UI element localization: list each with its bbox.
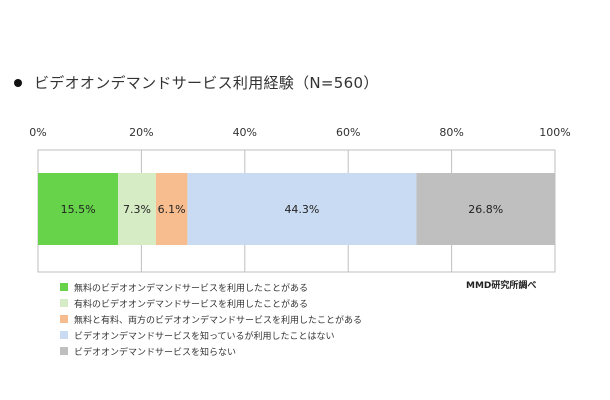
tick-label: 100% (539, 126, 570, 139)
legend-item: ビデオオンデマンドサービスを知っているが利用したことはない (60, 327, 362, 343)
legend-item: 無料と有料、両方のビデオオンデマンドサービスを利用したことがある (60, 311, 362, 327)
data-label: 6.1% (158, 203, 186, 216)
legend-item: 有料のビデオオンデマンドサービスを利用したことがある (60, 295, 362, 311)
bullet-icon (14, 78, 22, 87)
chart-title-row: ビデオオンデマンドサービス利用経験（N=560） (14, 72, 379, 93)
bar-segment (416, 173, 555, 245)
legend-swatch (60, 347, 68, 355)
tick-label: 20% (129, 126, 153, 139)
legend-swatch (60, 315, 68, 323)
chart-title: ビデオオンデマンドサービス利用経験（N=560） (34, 74, 379, 92)
legend-label: ビデオオンデマンドサービスを知らない (74, 347, 237, 358)
legend-swatch (60, 299, 68, 307)
bar-segment (187, 173, 417, 245)
data-label: 26.8% (468, 203, 503, 216)
bar-segment (38, 173, 119, 245)
legend-label: 無料と有料、両方のビデオオンデマンドサービスを利用したことがある (74, 315, 363, 326)
legend-label: 無料のビデオオンデマンドサービスを利用したことがある (74, 283, 309, 294)
legend-item: 無料のビデオオンデマンドサービスを利用したことがある (60, 279, 362, 295)
bar-segment (155, 173, 188, 245)
source-credit: MMD研究所調べ (466, 281, 537, 291)
tick-label: 60% (336, 126, 360, 139)
data-label: 7.3% (123, 203, 151, 216)
tick-label: 40% (233, 126, 257, 139)
legend-swatch (60, 331, 68, 339)
bar-segment (118, 173, 156, 245)
legend-swatch (60, 283, 68, 291)
data-label: 15.5% (61, 203, 96, 216)
legend-label: ビデオオンデマンドサービスを知っているが利用したことはない (74, 331, 335, 342)
data-label: 44.3% (284, 203, 319, 216)
legend-label: 有料のビデオオンデマンドサービスを利用したことがある (74, 299, 309, 310)
legend-item: ビデオオンデマンドサービスを知らない (60, 343, 362, 359)
legend: 無料のビデオオンデマンドサービスを利用したことがある 有料のビデオオンデマンドサー… (60, 279, 362, 359)
tick-label: 80% (439, 126, 463, 139)
tick-label: 0% (29, 126, 46, 139)
